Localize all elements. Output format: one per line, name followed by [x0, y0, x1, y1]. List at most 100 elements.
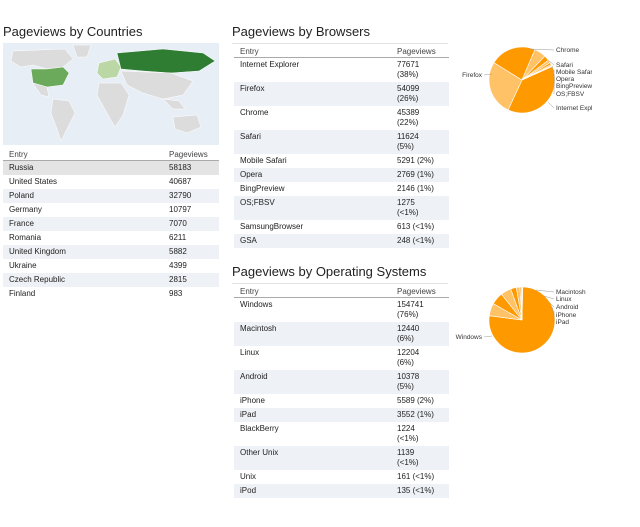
pageviews-cell: 248 (<1%) [391, 234, 449, 248]
os-title-divider [232, 283, 448, 284]
table-row[interactable]: BlackBerry 1224 (<1%) [234, 422, 449, 446]
pie-leader-line [483, 73, 493, 76]
table-row[interactable]: Poland 32790 [3, 189, 219, 203]
entry-cell: Romania [9, 233, 42, 242]
pie-label: Mobile Safari [556, 69, 592, 76]
map-canada[interactable] [10, 48, 74, 70]
map-australia[interactable] [172, 114, 202, 134]
pageviews-cell: 6211 [169, 233, 187, 242]
map-greenland[interactable] [72, 44, 92, 58]
pie-slice[interactable] [521, 286, 523, 321]
table-row[interactable]: Ukraine 4399 [3, 259, 219, 273]
entry-cell: Poland [3, 189, 163, 203]
entry-cell: Macintosh [234, 322, 391, 346]
table-row[interactable]: Other Unix 1139 (<1%) [234, 446, 449, 470]
pie-label: Opera [556, 76, 574, 83]
map-south-america[interactable] [50, 98, 76, 142]
map-africa[interactable] [96, 82, 130, 128]
table-row[interactable]: OS;FBSV 1275 (<1%) [234, 196, 449, 220]
col-pageviews-header[interactable]: Pageviews [163, 148, 219, 161]
table-row[interactable]: Germany 10797 [3, 203, 219, 217]
countries-table: Entry Pageviews Russia 58183 United State… [3, 148, 219, 301]
col-entry-header[interactable]: Entry [234, 285, 391, 298]
entry-cell: iPhone [240, 396, 265, 405]
col-entry-header[interactable]: Entry [3, 148, 163, 161]
os-title: Pageviews by Operating Systems [232, 264, 427, 279]
table-row[interactable]: Mobile Safari 5291 (2%) [234, 154, 449, 168]
pageviews-cell: 5882 [163, 245, 219, 259]
pie-label: Android [556, 304, 579, 311]
pie-label: Windows [456, 334, 483, 341]
entry-cell: Germany [9, 205, 42, 214]
pageviews-cell: 1275 (<1%) [391, 196, 449, 220]
pageviews-cell: 12440 (6%) [391, 322, 449, 346]
pageviews-cell: 4399 [169, 261, 187, 270]
table-row[interactable]: iPhone 5589 (2%) [234, 394, 449, 408]
table-row[interactable]: Opera 2769 (1%) [234, 168, 449, 182]
pageviews-cell: 5291 (2%) [397, 156, 434, 165]
world-map[interactable] [3, 43, 219, 145]
pie-slice[interactable] [488, 62, 523, 111]
table-row[interactable]: Czech Republic 2815 [3, 273, 219, 287]
pie-leader-line [547, 59, 555, 66]
pie-label: Firefox [462, 72, 483, 79]
table-row[interactable]: Internet Explorer 77671 (38%) [234, 58, 449, 83]
table-row[interactable]: Windows 154741 (76%) [234, 298, 449, 323]
pie-label: BingPreview [556, 83, 592, 90]
map-southeast-asia[interactable] [162, 98, 186, 110]
pie-leader-line [551, 65, 555, 73]
entry-cell: Chrome [240, 108, 269, 117]
map-russia[interactable] [116, 48, 216, 74]
pie-leader-line [483, 335, 493, 338]
table-row[interactable]: SamsungBrowser 613 (<1%) [234, 220, 449, 234]
browsers-title: Pageviews by Browsers [232, 24, 370, 39]
table-row[interactable]: iPad 3552 (1%) [234, 408, 449, 422]
browsers-title-divider [232, 43, 448, 44]
pie-label: Macintosh [556, 289, 586, 296]
table-row[interactable]: BingPreview 2146 (1%) [234, 182, 449, 196]
pageviews-cell: 54099 (26%) [391, 82, 449, 106]
table-row[interactable]: Russia 58183 [3, 160, 219, 175]
table-row[interactable]: GSA 248 (<1%) [234, 234, 449, 248]
pie-leader-line [551, 306, 555, 316]
table-row[interactable]: France 7070 [3, 217, 219, 231]
table-row[interactable]: United Kingdom 5882 [3, 245, 219, 259]
map-asia[interactable] [120, 70, 194, 100]
entry-cell: Mobile Safari [240, 156, 287, 165]
table-row[interactable]: Romania 6211 [3, 231, 219, 245]
os-table: Entry Pageviews Windows 154741 (76%) Maci… [234, 285, 449, 498]
entry-cell: iPod [234, 484, 391, 498]
pageviews-cell: 2815 [163, 273, 219, 287]
entry-cell: Czech Republic [3, 273, 163, 287]
table-row[interactable]: Finland 983 [3, 287, 219, 301]
entry-cell: Opera [234, 168, 391, 182]
table-row[interactable]: Unix 161 (<1%) [234, 470, 449, 484]
map-mexico[interactable] [32, 82, 50, 98]
table-row[interactable]: Firefox 54099 (26%) [234, 82, 449, 106]
pie-label: Internet Explorer [556, 105, 592, 112]
pageviews-cell: 2769 (1%) [391, 168, 449, 182]
entry-cell: Linux [240, 348, 260, 357]
entry-cell: Firefox [234, 82, 391, 106]
pie-leader-line [529, 48, 555, 51]
pageviews-cell: 40687 [169, 177, 192, 186]
col-entry-header[interactable]: Entry [234, 45, 391, 58]
pageviews-cell: 135 (<1%) [391, 484, 449, 498]
table-row[interactable]: iPod 135 (<1%) [234, 484, 449, 498]
entry-cell: GSA [234, 234, 391, 248]
table-row[interactable]: Chrome 45389 (22%) [234, 106, 449, 130]
table-row[interactable]: Macintosh 12440 (6%) [234, 322, 449, 346]
pageviews-cell: 154741 (76%) [397, 300, 424, 319]
table-row[interactable]: Safari 11624 (5%) [234, 130, 449, 154]
entry-cell: Internet Explorer [240, 60, 300, 69]
table-row[interactable]: Linux 12204 (6%) [234, 346, 449, 370]
entry-cell: Safari [234, 130, 391, 154]
map-europe[interactable] [96, 58, 122, 80]
pie-label: Safari [556, 62, 573, 69]
col-pageviews-header[interactable]: Pageviews [391, 285, 449, 298]
table-row[interactable]: United States 40687 [3, 175, 219, 189]
col-pageviews-header[interactable]: Pageviews [391, 45, 449, 58]
table-row[interactable]: Android 10378 (5%) [234, 370, 449, 394]
